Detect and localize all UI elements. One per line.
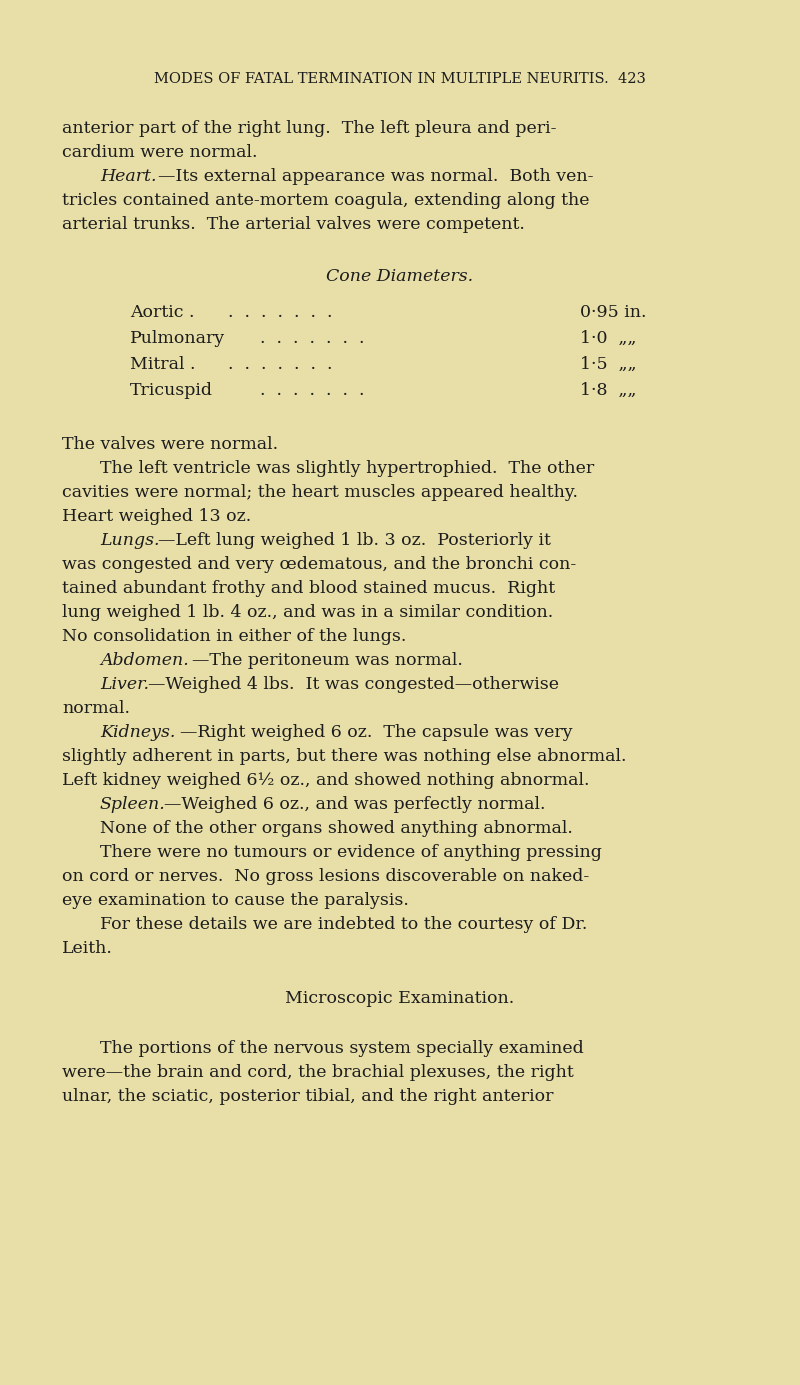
Text: .  .  .  .  .  .  .: . . . . . . . <box>260 330 365 348</box>
Text: 0·95 in.: 0·95 in. <box>580 303 646 321</box>
Text: —Weighed 6 oz., and was perfectly normal.: —Weighed 6 oz., and was perfectly normal… <box>164 796 546 813</box>
Text: tricles contained ante-mortem coagula, extending along the: tricles contained ante-mortem coagula, e… <box>62 193 590 209</box>
Text: Heart weighed 13 oz.: Heart weighed 13 oz. <box>62 508 251 525</box>
Text: .  .  .  .  .  .  .: . . . . . . . <box>228 303 333 321</box>
Text: None of the other organs showed anything abnormal.: None of the other organs showed anything… <box>100 820 573 837</box>
Text: lung weighed 1 lb. 4 oz., and was in a similar condition.: lung weighed 1 lb. 4 oz., and was in a s… <box>62 604 554 620</box>
Text: The left ventricle was slightly hypertrophied.  The other: The left ventricle was slightly hypertro… <box>100 460 594 476</box>
Text: ulnar, the sciatic, posterior tibial, and the right anterior: ulnar, the sciatic, posterior tibial, an… <box>62 1089 554 1105</box>
Text: anterior part of the right lung.  The left pleura and peri-: anterior part of the right lung. The lef… <box>62 120 557 137</box>
Text: normal.: normal. <box>62 699 130 717</box>
Text: .  .  .  .  .  .  .: . . . . . . . <box>228 356 333 373</box>
Text: No consolidation in either of the lungs.: No consolidation in either of the lungs. <box>62 627 406 645</box>
Text: 1·8  „„: 1·8 „„ <box>580 382 637 399</box>
Text: Tricuspid: Tricuspid <box>130 382 213 399</box>
Text: was congested and very œdematous, and the bronchi con-: was congested and very œdematous, and th… <box>62 555 576 573</box>
Text: cavities were normal; the heart muscles appeared healthy.: cavities were normal; the heart muscles … <box>62 483 578 501</box>
Text: on cord or nerves.  No gross lesions discoverable on naked-: on cord or nerves. No gross lesions disc… <box>62 868 590 885</box>
Text: For these details we are indebted to the courtesy of Dr.: For these details we are indebted to the… <box>100 915 587 933</box>
Text: Leith.: Leith. <box>62 940 113 957</box>
Text: —Right weighed 6 oz.  The capsule was very: —Right weighed 6 oz. The capsule was ver… <box>180 724 573 741</box>
Text: —The peritoneum was normal.: —The peritoneum was normal. <box>192 652 463 669</box>
Text: 1·0  „„: 1·0 „„ <box>580 330 637 348</box>
Text: tained abundant frothy and blood stained mucus.  Right: tained abundant frothy and blood stained… <box>62 580 555 597</box>
Text: —Its external appearance was normal.  Both ven-: —Its external appearance was normal. Bot… <box>158 168 594 186</box>
Text: —Left lung weighed 1 lb. 3 oz.  Posteriorly it: —Left lung weighed 1 lb. 3 oz. Posterior… <box>158 532 551 548</box>
Text: Microscopic Examination.: Microscopic Examination. <box>286 990 514 1007</box>
Text: Pulmonary: Pulmonary <box>130 330 226 348</box>
Text: The valves were normal.: The valves were normal. <box>62 436 278 453</box>
Text: slightly adherent in parts, but there was nothing else abnormal.: slightly adherent in parts, but there wa… <box>62 748 626 765</box>
Text: .  .  .  .  .  .  .: . . . . . . . <box>260 382 365 399</box>
Text: Cone Diameters.: Cone Diameters. <box>326 269 474 285</box>
Text: Spleen.: Spleen. <box>100 796 166 813</box>
Text: Heart.: Heart. <box>100 168 157 186</box>
Text: arterial trunks.  The arterial valves were competent.: arterial trunks. The arterial valves wer… <box>62 216 525 233</box>
Text: Left kidney weighed 6½ oz., and showed nothing abnormal.: Left kidney weighed 6½ oz., and showed n… <box>62 771 590 789</box>
Text: 1·5  „„: 1·5 „„ <box>580 356 637 373</box>
Text: were—the brain and cord, the brachial plexuses, the right: were—the brain and cord, the brachial pl… <box>62 1064 574 1082</box>
Text: Abdomen.: Abdomen. <box>100 652 189 669</box>
Text: Kidneys.: Kidneys. <box>100 724 175 741</box>
Text: The portions of the nervous system specially examined: The portions of the nervous system speci… <box>100 1040 584 1057</box>
Text: Aortic .: Aortic . <box>130 303 194 321</box>
Text: There were no tumours or evidence of anything pressing: There were no tumours or evidence of any… <box>100 843 602 861</box>
Text: —Weighed 4 lbs.  It was congested—otherwise: —Weighed 4 lbs. It was congested—otherwi… <box>148 676 559 692</box>
Text: MODES OF FATAL TERMINATION IN MULTIPLE NEURITIS.  423: MODES OF FATAL TERMINATION IN MULTIPLE N… <box>154 72 646 86</box>
Text: cardium were normal.: cardium were normal. <box>62 144 258 161</box>
Text: Lungs.: Lungs. <box>100 532 159 548</box>
Text: eye examination to cause the paralysis.: eye examination to cause the paralysis. <box>62 892 409 909</box>
Text: Mitral .: Mitral . <box>130 356 195 373</box>
Text: Liver.: Liver. <box>100 676 149 692</box>
